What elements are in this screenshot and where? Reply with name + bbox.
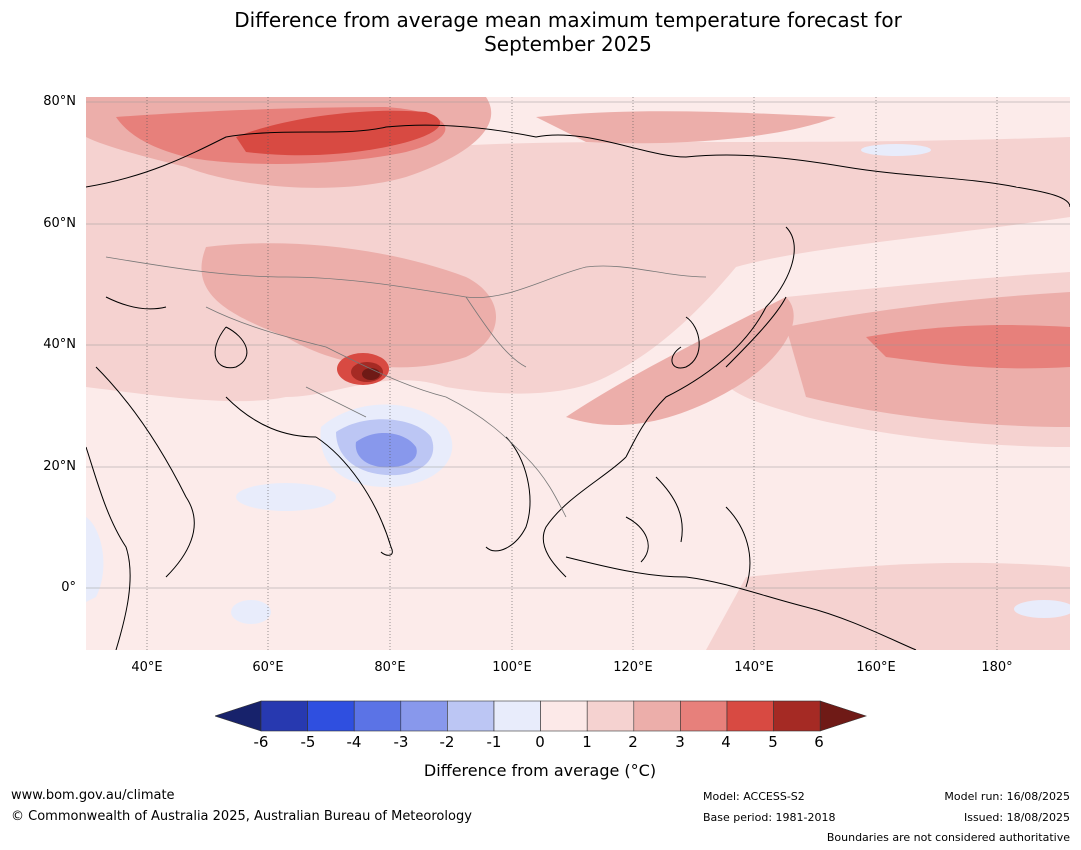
colorbar-extend-low: [215, 700, 262, 732]
latitude-gridlines: [86, 101, 1070, 589]
anomaly-region-cool-indian-ocean: [231, 600, 271, 624]
colorbar-tick: 0: [535, 733, 545, 751]
lat-label-80n: 80°N: [43, 94, 76, 109]
colorbar-tick: -4: [346, 733, 362, 751]
lon-label-60e: 60°E: [252, 660, 284, 675]
map-svg: [86, 97, 1070, 650]
footer-copyright: © Commonwealth of Australia 2025, Austra…: [11, 809, 472, 824]
anomaly-region-3-4-pacific: [866, 325, 1070, 369]
lon-label-120e: 120°E: [613, 660, 653, 675]
anomaly-region-cool-africa: [86, 517, 104, 602]
colorbar-tick: 5: [768, 733, 778, 751]
colorbar-cell: [400, 700, 448, 732]
lat-label-20n: 20°N: [43, 459, 76, 474]
colorbar: [215, 700, 867, 732]
footer-base-period: Base period: 1981-2018: [703, 811, 836, 824]
colorbar-cell: [447, 700, 495, 732]
colorbar-extend-high: [819, 700, 867, 732]
colorbar-tick: 1: [582, 733, 592, 751]
lat-label-60n: 60°N: [43, 216, 76, 231]
anomaly-region-cool-south-pacific: [1014, 600, 1070, 618]
lat-label-0: 0°: [61, 580, 76, 595]
coastlines: [86, 124, 1070, 650]
colorbar-cell: [633, 700, 681, 732]
colorbar-tick: 6: [814, 733, 824, 751]
country-borders: [105, 256, 707, 518]
anomaly-region-2-3-east-asia: [566, 297, 794, 426]
anomaly-region-2-3-central-asia: [201, 243, 497, 368]
colorbar-cell: [726, 700, 774, 732]
anomaly-region-1-2-south: [706, 562, 1070, 650]
title-line-2: September 2025: [484, 32, 652, 56]
colorbar-tick: 3: [675, 733, 685, 751]
lon-label-180: 180°: [981, 660, 1013, 675]
colorbar-tick: -5: [300, 733, 316, 751]
footer-model: Model: ACCESS-S2: [703, 790, 805, 803]
colorbar-tick: 4: [721, 733, 731, 751]
forecast-map: [86, 97, 1070, 650]
title-line-1: Difference from average mean maximum tem…: [234, 8, 902, 32]
colorbar-cell: [680, 700, 728, 732]
anomaly-region-cool-india-core: [355, 432, 417, 468]
colorbar-cell: [773, 700, 821, 732]
colorbar-cell: [586, 700, 635, 732]
colorbar-tick: 2: [628, 733, 638, 751]
colorbar-cell: [540, 700, 588, 732]
lon-label-80e: 80°E: [374, 660, 406, 675]
lat-label-40n: 40°N: [43, 337, 76, 352]
colorbar-cell: [353, 700, 402, 732]
footer-issued: Issued: 18/08/2025: [963, 811, 1070, 824]
colorbar-tick: -1: [486, 733, 502, 751]
anomaly-hotspot-core: [362, 368, 380, 380]
anomaly-region-4-5-arctic: [236, 110, 441, 156]
anomaly-region-2-3-siberia: [536, 111, 836, 144]
colorbar-cell: [260, 700, 308, 732]
footer-model-run: Model run: 16/08/2025: [944, 790, 1070, 803]
colorbar-tick: -6: [253, 733, 269, 751]
colorbar-cell: [307, 700, 355, 732]
lon-label-100e: 100°E: [492, 660, 532, 675]
colorbar-cells: [215, 700, 867, 732]
colorbar-tick: -2: [439, 733, 455, 751]
lon-label-140e: 140°E: [734, 660, 774, 675]
lon-label-40e: 40°E: [131, 660, 163, 675]
anomaly-region-cool-arabian-sea: [236, 483, 336, 511]
footer-website: www.bom.gov.au/climate: [11, 788, 175, 803]
colorbar-cell: [493, 700, 541, 732]
colorbar-tick: -3: [393, 733, 409, 751]
lon-label-160e: 160°E: [856, 660, 896, 675]
footer-disclaimer: Boundaries are not considered authoritat…: [826, 831, 1070, 844]
longitude-gridlines: [146, 97, 998, 650]
colorbar-label: Difference from average (°C): [423, 761, 657, 780]
chart-title: Difference from average mean maximum tem…: [0, 8, 1081, 56]
anomaly-region-cool-arctic-east: [861, 144, 931, 156]
